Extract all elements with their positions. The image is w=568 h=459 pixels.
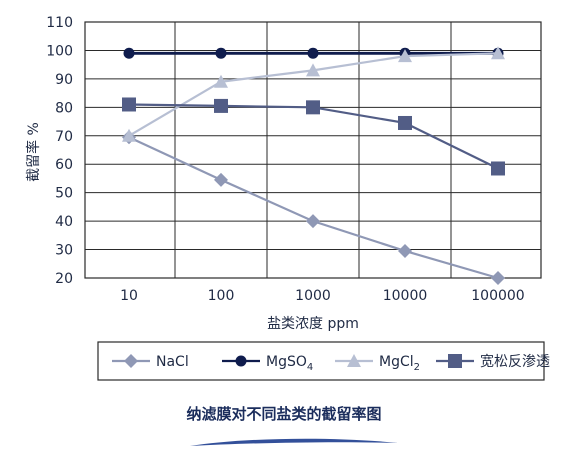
point-broad-100000: [491, 161, 505, 176]
y-axis-label: 截留率 %: [25, 122, 42, 182]
x-tick-labels: 10 100 1000 10000 100000: [120, 288, 525, 304]
y-tick-label-40: 40: [55, 214, 73, 230]
y-tick-label-90: 90: [55, 72, 73, 88]
legend-item-mgcl2: MgCl2: [335, 354, 420, 373]
series-layer: [122, 46, 505, 285]
x-tick-label-100000: 100000: [471, 288, 524, 304]
legend-items: NaCl MgSO4 MgCl2 宽松反渗透: [112, 353, 550, 373]
legend-marker-broad: [448, 354, 462, 368]
legend-marker-nacl: [124, 354, 138, 368]
legend-label-broad: 宽松反渗透: [480, 353, 550, 370]
legend-marker-mgso4: [235, 355, 247, 367]
figure-caption: 纳滤膜对不同盐类的截留率图: [186, 405, 381, 423]
y-tick-label-70: 70: [55, 129, 73, 145]
x-axis-label: 盐类浓度 ppm: [267, 316, 359, 332]
y-tick-label-100: 100: [46, 43, 73, 59]
point-broad-10000: [398, 115, 412, 130]
y-tick-label-60: 60: [55, 157, 73, 173]
x-tick-label-100: 100: [208, 288, 235, 304]
point-mgcl2-10: [122, 128, 136, 142]
point-mgcl2-1000: [306, 63, 320, 77]
y-tick-label-50: 50: [55, 186, 73, 202]
y-tick-label-30: 30: [55, 243, 73, 259]
legend-label-mgcl2: MgCl2: [379, 354, 420, 373]
legend-item-broad: 宽松反渗透: [436, 353, 550, 370]
legend-label-mgso4: MgSO4: [266, 354, 313, 373]
point-mgso4-100: [215, 47, 227, 59]
point-mgso4-10: [123, 47, 135, 59]
x-tick-label-1000: 1000: [295, 288, 331, 304]
point-broad-1000: [306, 100, 320, 115]
x-tick-label-10000: 10000: [383, 288, 428, 304]
legend-marker-mgcl2: [347, 354, 361, 367]
series-mgcl2: [122, 46, 505, 142]
point-broad-10: [122, 97, 136, 112]
point-broad-100: [214, 98, 228, 113]
point-nacl-100: [214, 172, 228, 187]
point-nacl-10000: [398, 243, 412, 258]
y-tick-label-20: 20: [55, 271, 73, 287]
legend-item-mgso4: MgSO4: [222, 354, 313, 373]
point-nacl-1000: [306, 214, 320, 229]
legend-label-nacl: NaCl: [156, 354, 189, 370]
x-tick-label-10: 10: [120, 288, 138, 304]
point-mgcl2-100000: [491, 46, 505, 60]
point-mgso4-1000: [307, 47, 319, 59]
point-mgcl2-10000: [398, 49, 412, 63]
legend-item-nacl: NaCl: [112, 354, 189, 370]
series-broad: [122, 97, 505, 176]
plot-area: [84, 21, 542, 279]
point-mgcl2-100: [214, 74, 228, 88]
y-tick-labels: 20 30 40 50 60 70 80 90 100 110: [46, 15, 73, 287]
y-tick-label-110: 110: [46, 15, 73, 31]
point-nacl-100000: [491, 271, 505, 285]
caption-wave: [190, 438, 398, 446]
y-tick-label-80: 80: [55, 100, 73, 116]
